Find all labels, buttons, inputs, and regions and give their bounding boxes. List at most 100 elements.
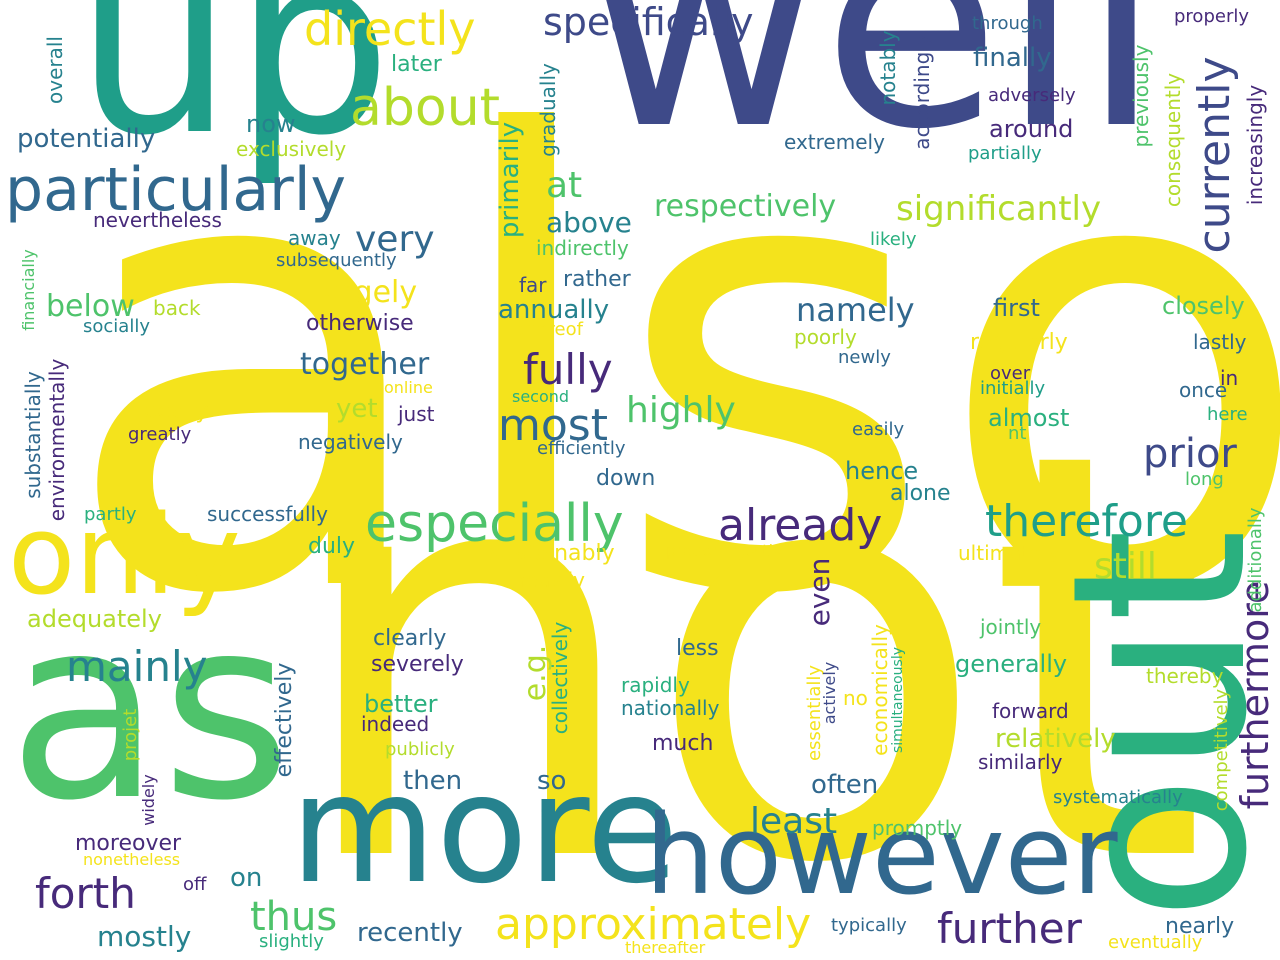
word-predominantly: predominantly <box>666 541 783 560</box>
word-overall: overall <box>43 36 67 104</box>
word-down: down <box>596 466 656 491</box>
word-in: in <box>1220 366 1239 390</box>
word-around: around <box>989 115 1074 143</box>
word-here: here <box>1207 404 1248 425</box>
word-publicly: publicly <box>385 739 455 760</box>
word-alone: alone <box>890 481 951 506</box>
word-easily: easily <box>852 419 905 440</box>
word-subsequently: subsequently <box>276 250 397 271</box>
word-only: only <box>8 491 241 619</box>
word-on: on <box>230 863 263 893</box>
word-furthermore: furthermore <box>1233 580 1277 810</box>
word-partially: partially <box>968 143 1042 164</box>
word-thereof: thereof <box>518 319 583 340</box>
word-very: very <box>355 219 435 260</box>
word-slightly: slightly <box>259 931 324 952</box>
word-notably: notably <box>876 30 900 106</box>
word-also: also <box>60 9 1280 730</box>
word-economically: economically <box>868 624 892 756</box>
word-at: at <box>546 165 583 206</box>
word-just: just <box>398 402 435 426</box>
word-so: so <box>537 766 567 796</box>
word-nevertheless: nevertheless <box>93 208 222 232</box>
word-particularly: particularly <box>5 155 347 225</box>
word-extremely: extremely <box>784 130 885 154</box>
word-locally: locally <box>138 399 209 424</box>
word-rapidly: rapidly <box>621 673 690 697</box>
word-prior: prior <box>1143 431 1237 477</box>
word-initially: initially <box>980 378 1046 399</box>
word-exclusively: exclusively <box>236 137 347 161</box>
word-systematically: systematically <box>1053 787 1183 808</box>
word-below: below <box>46 289 135 324</box>
word-now: now <box>246 110 296 138</box>
word-as: as <box>8 564 292 855</box>
word-annually: annually <box>498 295 610 325</box>
word-poorly: poorly <box>794 325 857 349</box>
word-then: then <box>403 766 463 796</box>
word-least: least <box>750 801 838 842</box>
word-lastly: lastly <box>1193 330 1247 354</box>
word-negatively: negatively <box>298 430 403 454</box>
word-up: up <box>75 0 393 190</box>
word-mainly: mainly <box>66 642 208 691</box>
word-almost: almost <box>988 404 1070 432</box>
word-currently: currently <box>1189 56 1240 254</box>
word-competitively: competitively <box>1211 688 1232 812</box>
word-nationally: nationally <box>621 696 720 720</box>
word-together: together <box>300 347 430 382</box>
word-most: most <box>498 400 608 451</box>
word-forth: forth <box>35 869 136 918</box>
word-rather: rather <box>563 267 631 292</box>
word-much: much <box>652 731 714 756</box>
word-nt: nt <box>1008 423 1027 444</box>
word-significantly: significantly <box>896 189 1102 229</box>
word-not: not <box>290 334 1208 960</box>
word-typically: typically <box>831 915 907 936</box>
word-once: once <box>1179 378 1228 402</box>
word-thereafter: thereafter <box>625 938 706 957</box>
word-yet: yet <box>336 394 378 424</box>
word-back: back <box>153 296 201 320</box>
word-eventually: eventually <box>1108 932 1203 953</box>
word-indirectly: indirectly <box>536 236 629 260</box>
word-online: online <box>384 378 433 397</box>
word-far: far <box>519 273 547 297</box>
word-about: about <box>350 78 501 138</box>
word-finally: finally <box>973 43 1052 73</box>
word-already: already <box>718 500 883 551</box>
word-ultimately: ultimately <box>958 541 1059 565</box>
word-often: often <box>811 770 879 800</box>
word-environmentally: environmentally <box>45 358 69 522</box>
word-highly: highly <box>626 390 736 431</box>
word-potentially: potentially <box>17 124 156 154</box>
word-accordingly: accordingly <box>910 34 934 150</box>
word-greatly: greatly <box>128 424 192 445</box>
word-adequately: adequately <box>27 605 162 633</box>
word-duly: duly <box>308 534 356 559</box>
word-approximately: approximately <box>495 899 812 950</box>
word-projet: projet <box>120 708 141 762</box>
word-mostly: mostly <box>97 920 192 953</box>
word-severely: severely <box>371 652 464 677</box>
word-even: even <box>803 557 836 627</box>
word-substantially: substantially <box>21 371 45 499</box>
word-moreover: moreover <box>75 831 182 856</box>
word-regularly: regularly <box>970 330 1068 355</box>
word-additionally: additionally <box>1245 507 1266 613</box>
word-forward: forward <box>992 699 1069 723</box>
word-clearly: clearly <box>373 626 447 651</box>
word-nearly: nearly <box>1165 914 1235 939</box>
word-likely: likely <box>870 229 917 250</box>
word-first: first <box>993 294 1040 322</box>
word-closely: closely <box>1162 292 1245 320</box>
word-long: long <box>1185 469 1224 490</box>
word-adversely: adversely <box>988 85 1076 106</box>
word-successfully: successfully <box>207 502 328 526</box>
word-no: no <box>843 686 868 710</box>
word-simultaneously: simultaneously <box>890 646 906 754</box>
word-less: less <box>676 636 719 661</box>
word-promptly: promptly <box>872 816 963 840</box>
word-widely: widely <box>139 774 158 826</box>
